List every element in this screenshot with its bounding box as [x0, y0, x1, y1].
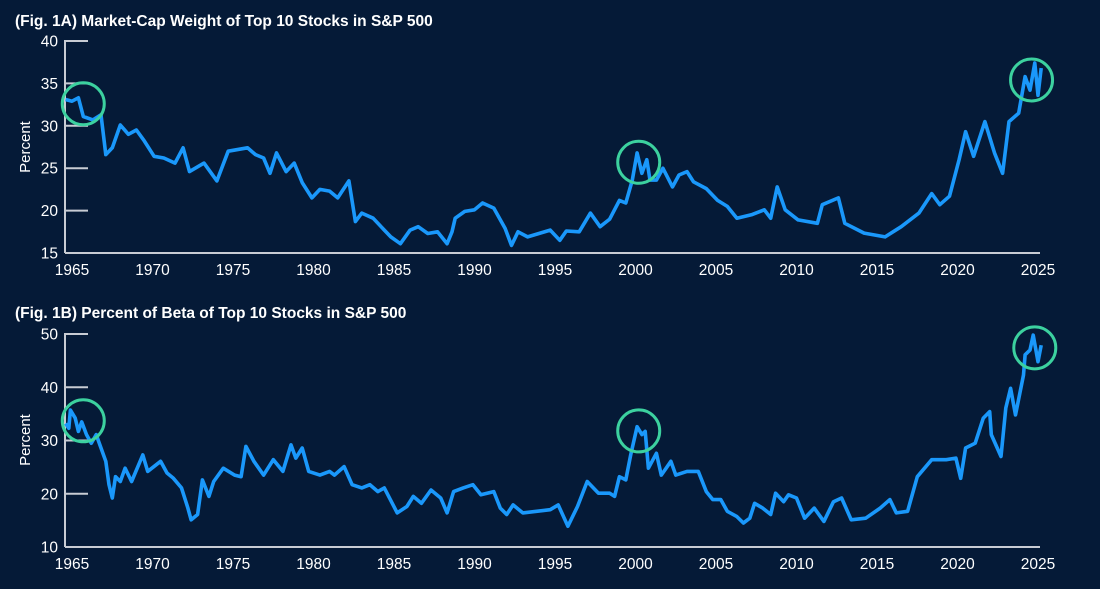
y-tick-label: 30 — [41, 433, 59, 450]
x-tick-label: 1965 — [55, 262, 89, 279]
chart-title: (Fig. 1B) Percent of Beta of Top 10 Stoc… — [15, 305, 406, 322]
highlight-circle — [616, 408, 662, 454]
y-tick-label: 50 — [41, 327, 59, 344]
x-tick-label: 1965 — [55, 556, 89, 573]
highlight-circle — [60, 398, 106, 444]
highlight-circle — [1009, 57, 1055, 103]
x-tick-label: 1985 — [377, 262, 411, 279]
chart-panel-1b: (Fig. 1B) Percent of Beta of Top 10 Stoc… — [15, 305, 1058, 573]
y-axis-label: Percent — [17, 413, 34, 466]
y-axis-label: Percent — [17, 120, 34, 173]
x-tick-label: 2005 — [699, 556, 733, 573]
y-tick-label: 20 — [41, 203, 59, 220]
x-tick-label: 2020 — [940, 262, 975, 279]
series-line — [64, 333, 1043, 528]
y-tick-label: 40 — [41, 380, 59, 397]
x-tick-label: 1990 — [457, 556, 492, 573]
y-tick-label: 35 — [41, 76, 58, 93]
x-tick-label: 1995 — [538, 262, 572, 279]
y-tick-label: 30 — [41, 118, 59, 135]
x-tick-label: 2000 — [618, 262, 653, 279]
x-tick-label: 2015 — [860, 556, 894, 573]
x-tick-label: 1975 — [216, 262, 250, 279]
x-tick-label: 1970 — [135, 556, 170, 573]
chart-panel-1a: (Fig. 1A) Market-Cap Weight of Top 10 St… — [15, 13, 1055, 279]
x-tick-label: 2000 — [618, 556, 653, 573]
x-tick-label: 1975 — [216, 556, 250, 573]
x-tick-label: 1985 — [377, 556, 411, 573]
y-tick-label: 25 — [41, 161, 58, 178]
x-tick-label: 1970 — [135, 262, 170, 279]
y-tick-label: 15 — [41, 246, 58, 263]
x-tick-label: 2025 — [1021, 556, 1055, 573]
x-tick-label: 1980 — [296, 262, 331, 279]
y-tick-label: 10 — [41, 540, 59, 557]
x-tick-label: 2015 — [860, 262, 894, 279]
y-tick-label: 20 — [41, 486, 59, 503]
highlight-circle — [616, 139, 662, 185]
series-line — [65, 61, 1043, 248]
x-tick-label: 2025 — [1021, 262, 1055, 279]
chart-title: (Fig. 1A) Market-Cap Weight of Top 10 St… — [15, 13, 433, 30]
x-tick-label: 1980 — [296, 556, 331, 573]
highlight-circle — [1012, 325, 1058, 371]
x-tick-label: 2005 — [699, 262, 733, 279]
x-tick-label: 2020 — [940, 556, 975, 573]
x-tick-label: 2010 — [779, 556, 814, 573]
x-tick-label: 1995 — [538, 556, 572, 573]
y-tick-label: 40 — [41, 34, 59, 51]
x-tick-label: 1990 — [457, 262, 492, 279]
highlight-circle — [60, 81, 106, 127]
x-tick-label: 2010 — [779, 262, 814, 279]
